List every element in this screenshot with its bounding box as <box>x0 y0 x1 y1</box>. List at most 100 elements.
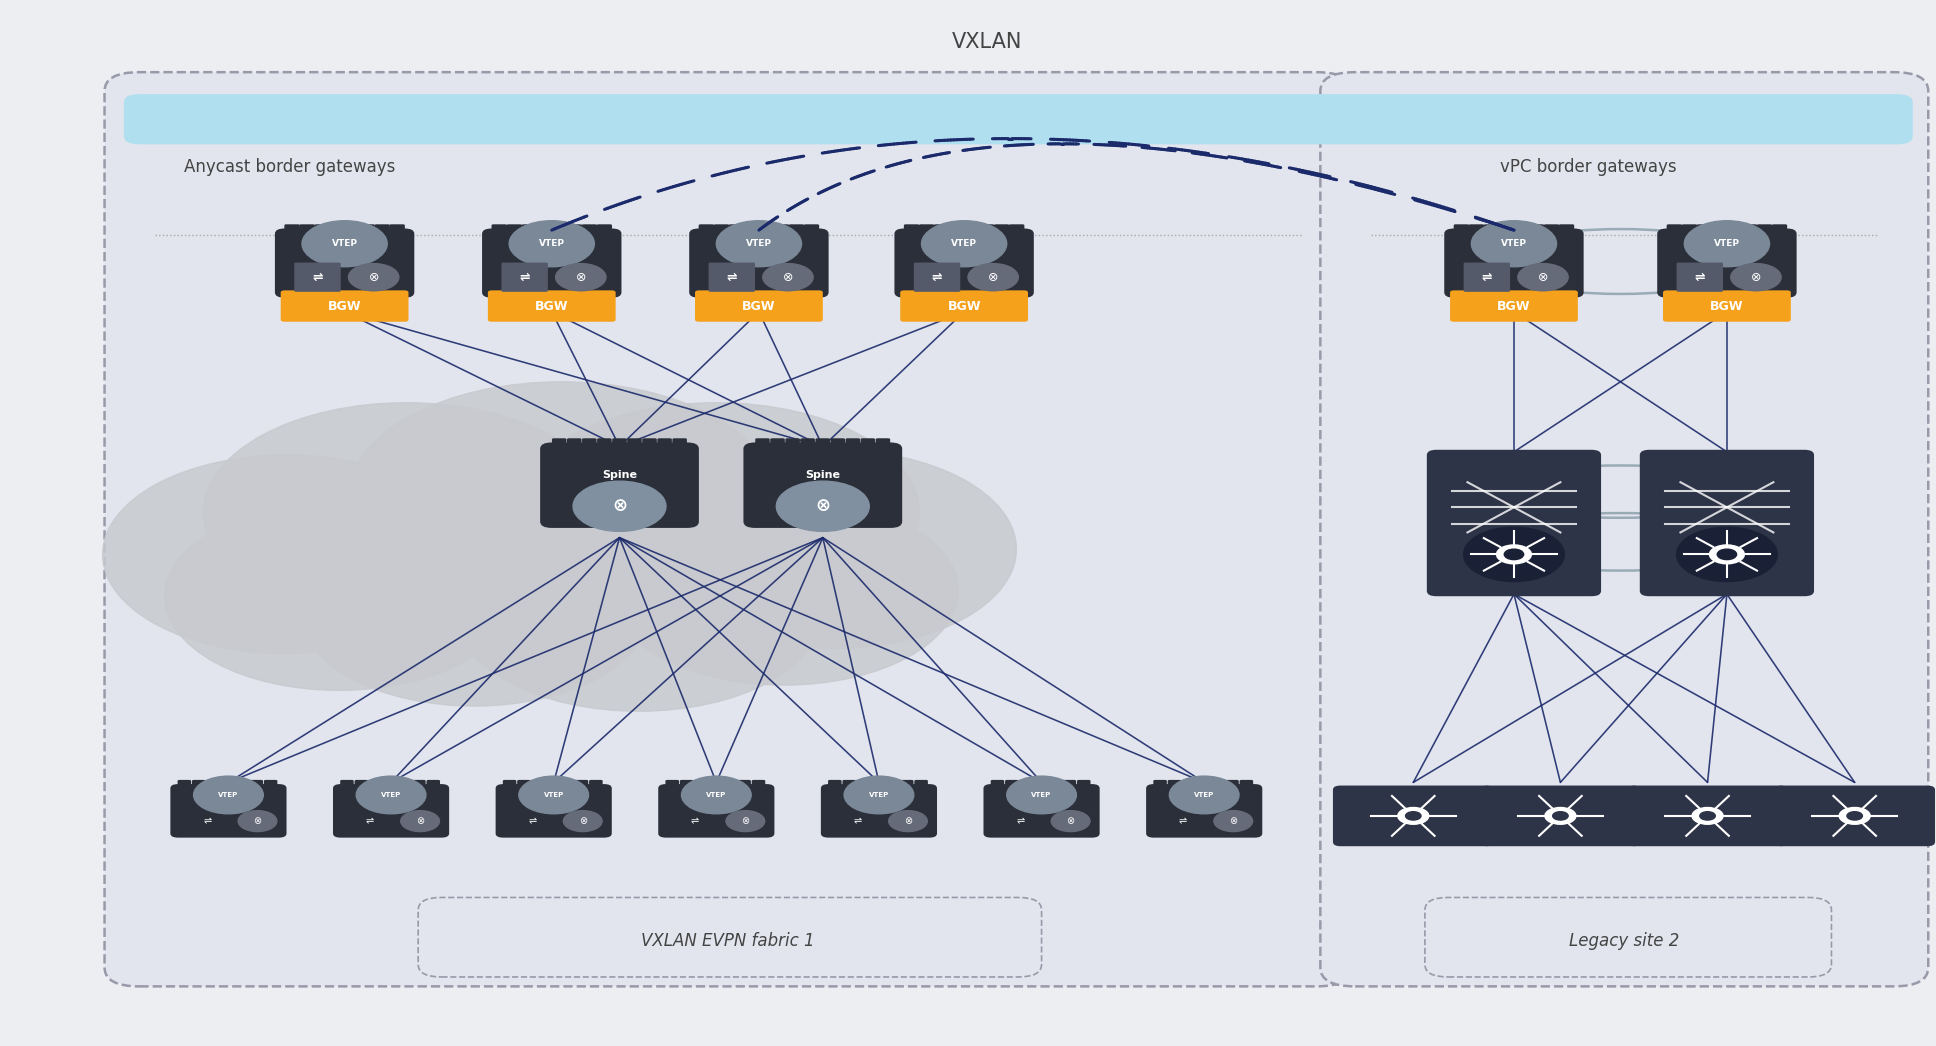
Circle shape <box>103 455 470 654</box>
Circle shape <box>1847 812 1862 820</box>
FancyBboxPatch shape <box>1425 897 1831 977</box>
Text: VTEP: VTEP <box>331 240 358 248</box>
Text: ⊗: ⊗ <box>987 271 999 283</box>
FancyBboxPatch shape <box>1239 780 1253 794</box>
FancyBboxPatch shape <box>993 224 1009 240</box>
FancyBboxPatch shape <box>738 780 751 794</box>
FancyBboxPatch shape <box>666 780 680 794</box>
FancyBboxPatch shape <box>695 780 709 794</box>
FancyBboxPatch shape <box>1450 291 1578 322</box>
FancyBboxPatch shape <box>774 224 790 240</box>
Circle shape <box>1553 812 1568 820</box>
Text: VTEP: VTEP <box>219 792 238 798</box>
Circle shape <box>519 776 589 814</box>
FancyBboxPatch shape <box>920 224 935 240</box>
FancyBboxPatch shape <box>178 780 192 794</box>
FancyBboxPatch shape <box>521 224 536 240</box>
Circle shape <box>563 811 602 832</box>
Text: VTEP: VTEP <box>869 792 889 798</box>
FancyBboxPatch shape <box>1225 780 1239 794</box>
FancyBboxPatch shape <box>124 94 1913 144</box>
Text: ⇌: ⇌ <box>312 271 323 283</box>
FancyBboxPatch shape <box>803 224 819 240</box>
FancyBboxPatch shape <box>759 224 774 240</box>
Text: ⊗: ⊗ <box>579 816 587 826</box>
FancyBboxPatch shape <box>894 228 1034 298</box>
FancyBboxPatch shape <box>333 784 449 838</box>
FancyBboxPatch shape <box>589 780 602 794</box>
FancyBboxPatch shape <box>658 438 672 454</box>
Circle shape <box>556 264 606 291</box>
FancyBboxPatch shape <box>300 224 316 240</box>
FancyBboxPatch shape <box>788 224 803 240</box>
FancyBboxPatch shape <box>689 228 829 298</box>
Text: ⇌: ⇌ <box>931 271 943 283</box>
Circle shape <box>1406 812 1421 820</box>
FancyBboxPatch shape <box>991 780 1005 794</box>
FancyBboxPatch shape <box>170 784 287 838</box>
Text: ⊗: ⊗ <box>782 271 794 283</box>
Text: VTEP: VTEP <box>1713 240 1740 248</box>
Circle shape <box>1398 808 1429 824</box>
FancyBboxPatch shape <box>871 780 885 794</box>
FancyBboxPatch shape <box>234 780 248 794</box>
Circle shape <box>1518 264 1568 291</box>
Circle shape <box>238 811 277 832</box>
FancyBboxPatch shape <box>643 438 656 454</box>
Circle shape <box>165 502 513 690</box>
FancyBboxPatch shape <box>488 291 616 322</box>
Text: ⊗: ⊗ <box>1067 816 1074 826</box>
Text: ⇌: ⇌ <box>854 816 862 826</box>
FancyBboxPatch shape <box>1682 224 1698 240</box>
FancyBboxPatch shape <box>581 224 596 240</box>
FancyBboxPatch shape <box>885 780 898 794</box>
Text: BGW: BGW <box>534 299 569 313</box>
FancyBboxPatch shape <box>821 784 937 838</box>
FancyBboxPatch shape <box>1667 224 1682 240</box>
FancyBboxPatch shape <box>1063 780 1076 794</box>
Circle shape <box>302 221 387 267</box>
FancyBboxPatch shape <box>709 780 722 794</box>
Text: VTEP: VTEP <box>707 792 726 798</box>
Text: VTEP: VTEP <box>1500 240 1528 248</box>
Circle shape <box>1214 811 1253 832</box>
FancyBboxPatch shape <box>983 784 1100 838</box>
Circle shape <box>776 481 869 531</box>
FancyBboxPatch shape <box>105 72 1351 986</box>
Text: ⊗: ⊗ <box>612 497 627 516</box>
Text: VXLAN EVPN fabric 1: VXLAN EVPN fabric 1 <box>641 932 815 951</box>
FancyBboxPatch shape <box>397 780 410 794</box>
Text: ⊗: ⊗ <box>904 816 912 826</box>
Circle shape <box>889 811 927 832</box>
FancyBboxPatch shape <box>751 780 765 794</box>
FancyBboxPatch shape <box>1034 780 1047 794</box>
Circle shape <box>356 776 426 814</box>
FancyBboxPatch shape <box>294 263 341 292</box>
FancyBboxPatch shape <box>532 780 546 794</box>
Text: ⊗: ⊗ <box>1750 271 1762 283</box>
Text: Spine: Spine <box>805 470 840 480</box>
Text: BGW: BGW <box>741 299 776 313</box>
FancyBboxPatch shape <box>1154 780 1167 794</box>
FancyBboxPatch shape <box>221 780 234 794</box>
Text: BGW: BGW <box>327 299 362 313</box>
FancyBboxPatch shape <box>540 442 699 528</box>
Text: ⊗: ⊗ <box>815 497 831 516</box>
FancyBboxPatch shape <box>285 224 300 240</box>
Text: VTEP: VTEP <box>745 240 772 248</box>
Text: vPC border gateways: vPC border gateways <box>1500 158 1677 177</box>
Text: ⇌: ⇌ <box>366 816 374 826</box>
FancyBboxPatch shape <box>329 224 345 240</box>
Text: Anycast border gateways: Anycast border gateways <box>184 158 395 177</box>
FancyBboxPatch shape <box>815 438 831 454</box>
Circle shape <box>1464 527 1564 582</box>
Text: ⇌: ⇌ <box>1016 816 1024 826</box>
FancyBboxPatch shape <box>496 784 612 838</box>
FancyBboxPatch shape <box>1427 450 1601 596</box>
Circle shape <box>300 518 649 706</box>
Text: VTEP: VTEP <box>951 240 978 248</box>
FancyBboxPatch shape <box>1514 224 1529 240</box>
Circle shape <box>1471 221 1557 267</box>
Text: Legacy site 2: Legacy site 2 <box>1568 932 1680 951</box>
FancyBboxPatch shape <box>596 224 612 240</box>
